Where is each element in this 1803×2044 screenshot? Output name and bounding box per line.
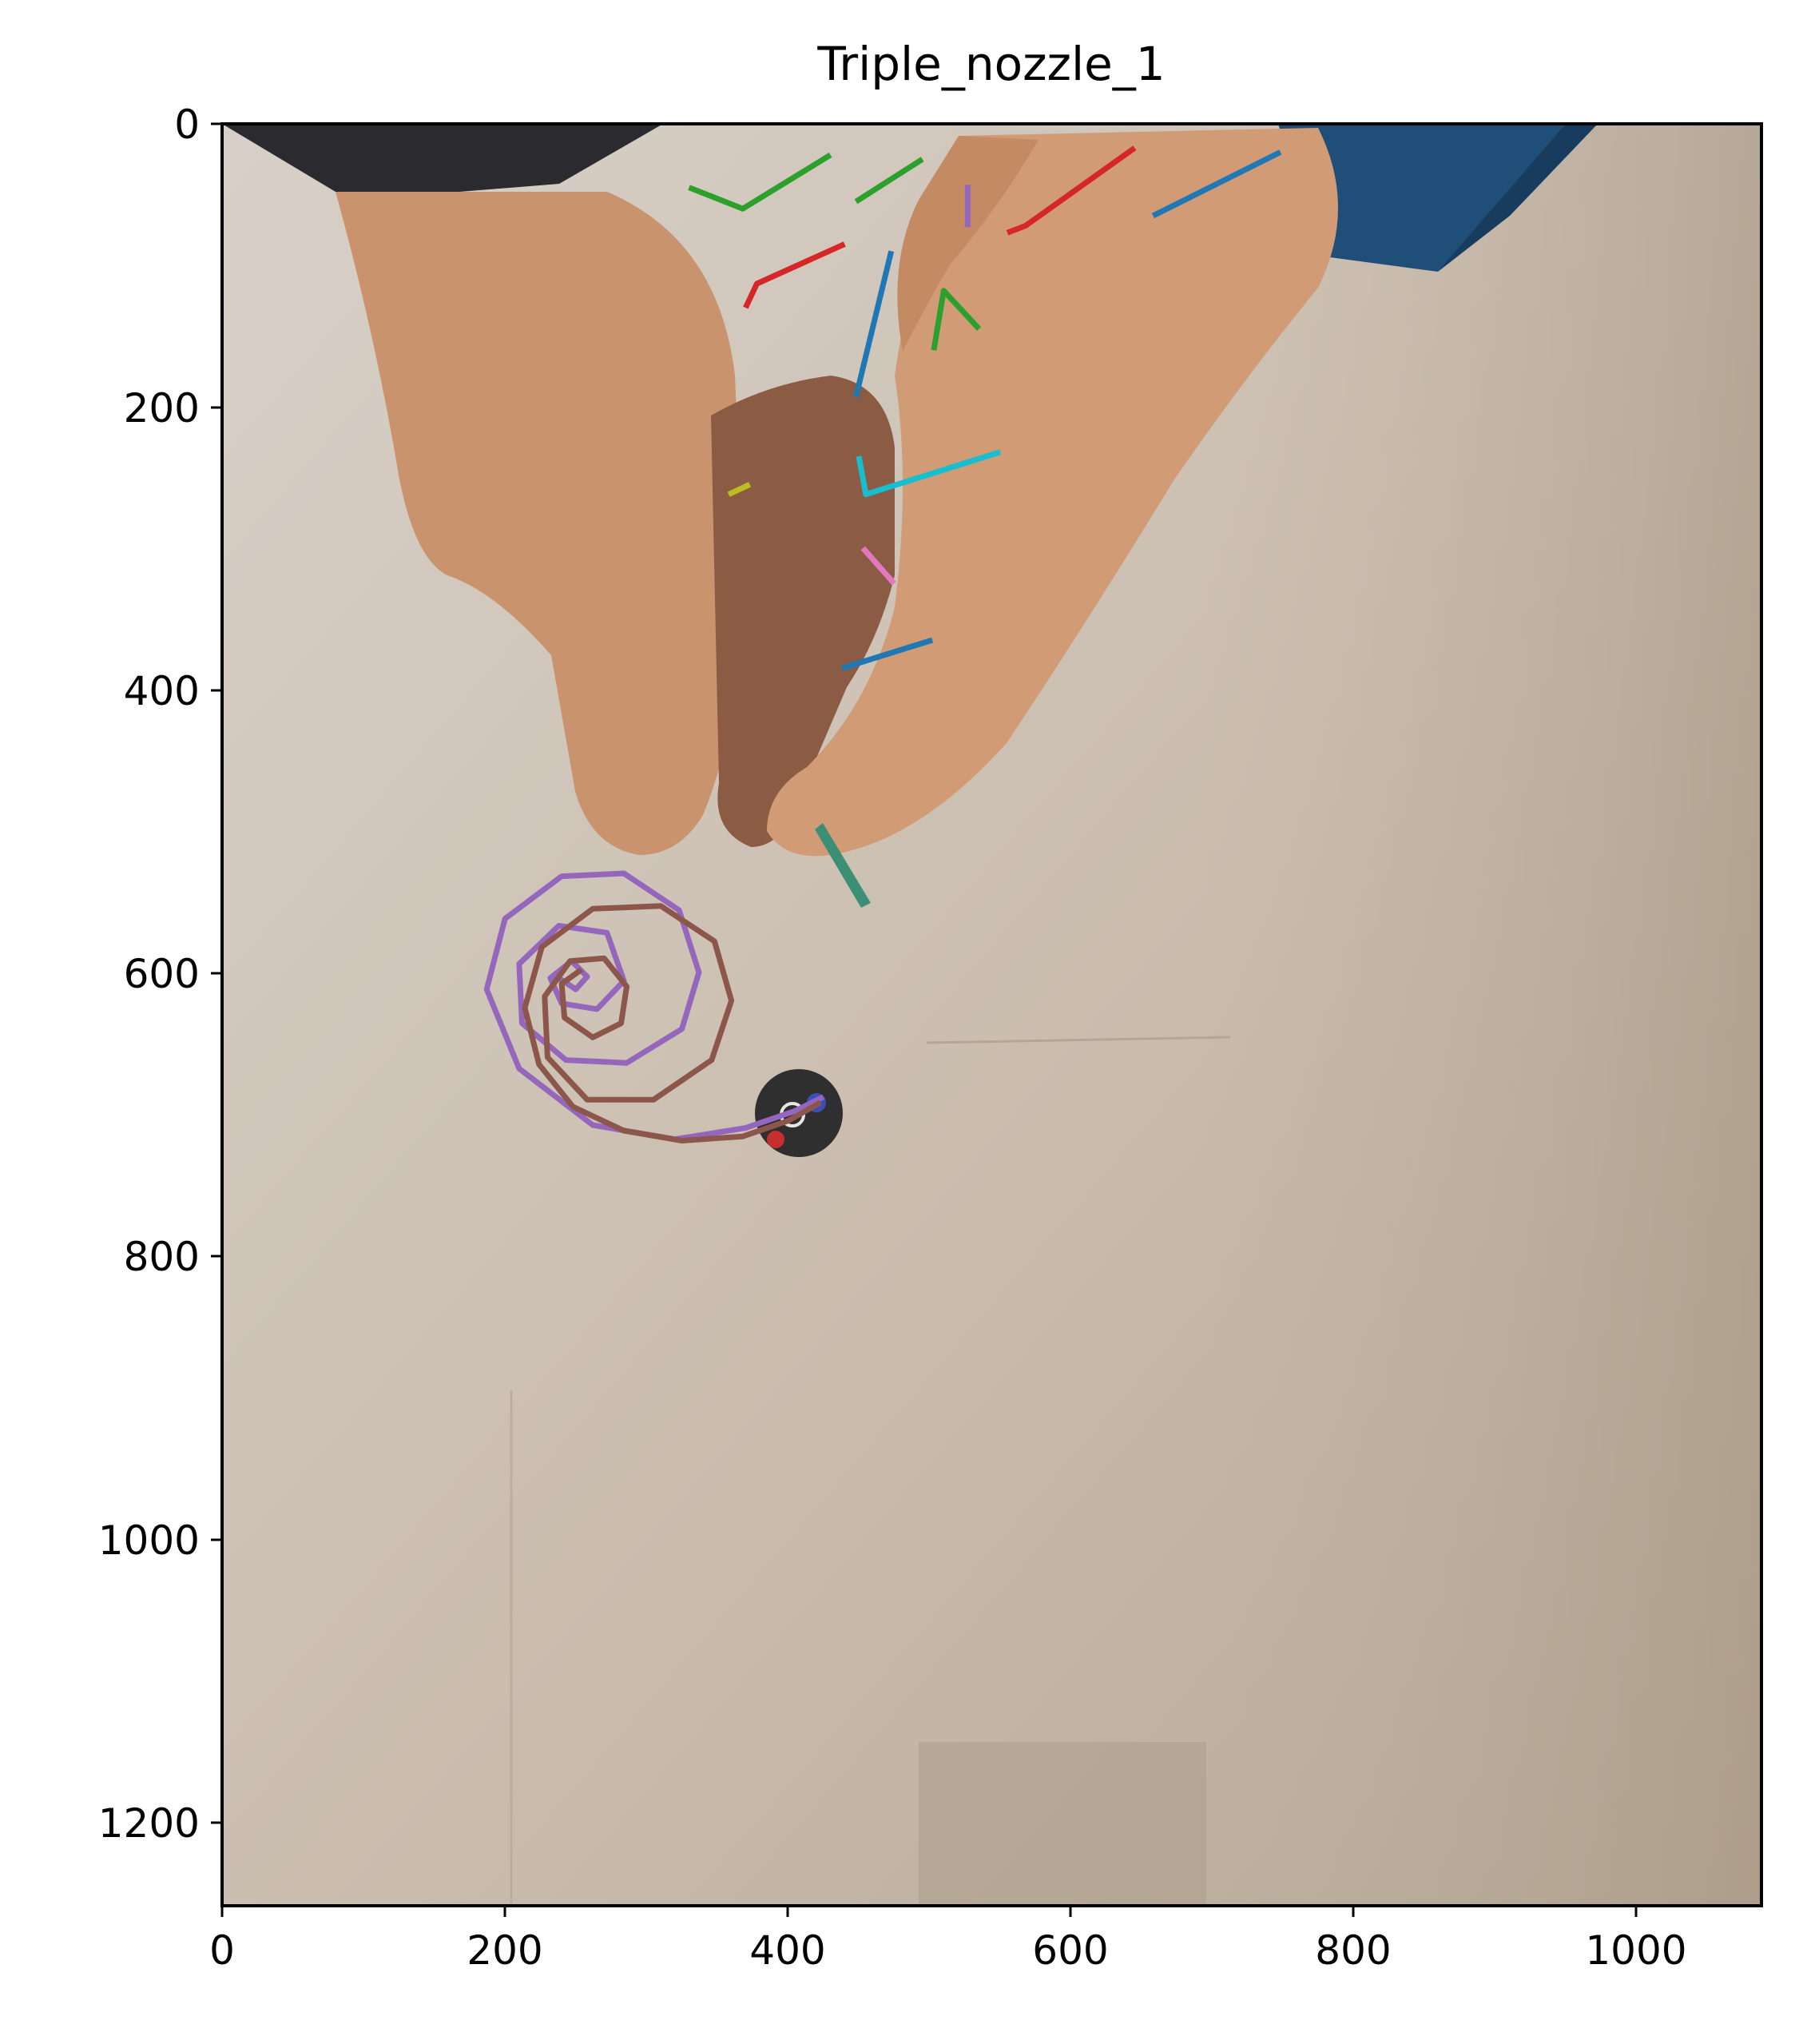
y-tick-label: 1200 [98, 1800, 200, 1847]
trajectory-line-10 [856, 449, 1002, 498]
trajectory-line-2 [854, 157, 924, 205]
nozzle-red-marker [767, 1131, 784, 1148]
trajectory-line-1 [688, 152, 832, 212]
left-hand [336, 192, 743, 855]
x-tick-label: 1000 [1585, 1927, 1686, 1974]
x-tick-label: 800 [1315, 1927, 1391, 1974]
x-tick-label: 200 [467, 1927, 542, 1974]
trajectory-line-4 [1006, 145, 1137, 236]
trajectory-line-11 [860, 546, 896, 586]
trajectory-line-5 [1151, 149, 1282, 219]
floor-seam [926, 1036, 1231, 1044]
trajectory-line-9 [727, 482, 752, 497]
y-axis: 0 200 400 600 800 1000 1200 [98, 101, 222, 1847]
y-tick-label: 600 [124, 951, 200, 997]
floor-shadow [919, 1742, 1206, 1906]
trajectory-series-group [483, 145, 1282, 1143]
y-tick-label: 800 [124, 1234, 200, 1280]
trajectory-line-12 [840, 637, 934, 671]
fingers [711, 376, 895, 847]
y-tick-label: 200 [124, 385, 200, 431]
pen [815, 823, 871, 908]
x-tick-label: 600 [1032, 1927, 1108, 1974]
y-tick-label: 400 [124, 668, 200, 714]
trajectory-line-6 [743, 241, 846, 309]
right-thumb [897, 136, 1039, 352]
trajectory-line-14 [522, 903, 822, 1143]
y-tick-label: 0 [174, 101, 200, 148]
right-sleeve [1278, 124, 1566, 272]
x-axis: 0 200 400 600 800 1000 [209, 1906, 1687, 1974]
floor-right-shade [1198, 124, 1761, 1906]
chart-title: Triple_nozzle_1 [816, 37, 1165, 91]
y-tick-label: 1000 [98, 1517, 200, 1564]
trajectory-line-7 [853, 250, 895, 398]
plot-frame [220, 122, 1763, 1907]
trajectory-line-8 [931, 288, 982, 351]
x-tick-label: 0 [209, 1927, 235, 1974]
left-sleeve [222, 124, 663, 200]
x-tick-label: 400 [749, 1927, 825, 1974]
photo-background [222, 124, 1761, 1906]
right-sleeve-edge [1438, 124, 1598, 272]
